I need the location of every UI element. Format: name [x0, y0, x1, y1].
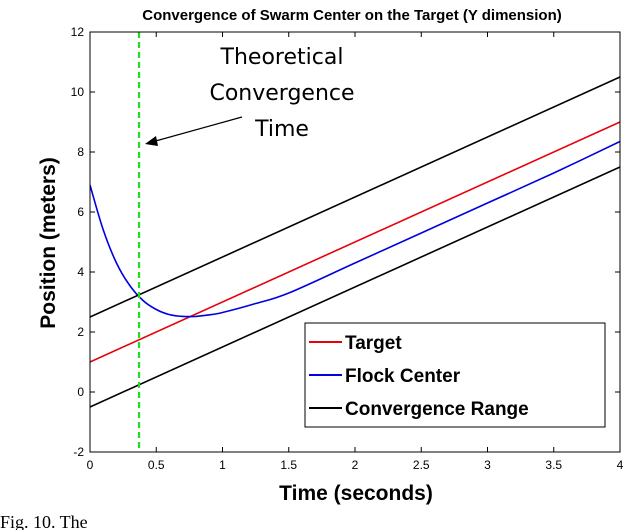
figure-caption: Fig. 10. The — [0, 512, 88, 530]
series-convergence-upper — [90, 76, 620, 318]
legend-label-flock-center: Flock Center — [345, 366, 461, 387]
y-axis-label: Position (meters) — [37, 157, 60, 329]
series-target — [90, 121, 620, 363]
legend: Target Flock Center Convergence Range — [304, 322, 606, 428]
annotation-line-2: Convergence — [209, 81, 354, 106]
chart-title: Convergence of Swarm Center on the Targe… — [142, 7, 562, 24]
annotation-arrowhead — [145, 136, 158, 146]
x-axis-ticks: 0 0.5 1 1.5 2 2.5 3 3.5 4 — [87, 32, 624, 472]
x-tick-label: 0.5 — [148, 458, 165, 472]
annotation: Theoretical Convergence Time — [145, 45, 355, 146]
y-tick-label: 6 — [77, 205, 84, 219]
x-tick-label: 0 — [87, 458, 94, 472]
x-tick-label: 1 — [219, 458, 226, 472]
x-tick-label: 3 — [484, 458, 491, 472]
x-tick-label: 1.5 — [280, 458, 297, 472]
y-tick-label: 2 — [77, 325, 84, 339]
x-tick-label: 2 — [352, 458, 359, 472]
x-tick-label: 3.5 — [545, 458, 562, 472]
x-axis-label: Time (seconds) — [279, 482, 433, 505]
legend-label-convergence-range: Convergence Range — [345, 399, 529, 420]
y-axis-ticks: -2 0 2 4 6 8 10 12 — [71, 25, 620, 459]
series-flock-center — [90, 140, 620, 318]
annotation-line-3: Time — [254, 117, 309, 142]
annotation-arrow — [151, 116, 243, 143]
y-tick-label: 8 — [77, 145, 84, 159]
y-tick-label: 4 — [77, 265, 84, 279]
y-tick-label: 0 — [77, 385, 84, 399]
x-tick-label: 2.5 — [413, 458, 430, 472]
legend-box — [304, 322, 606, 428]
y-tick-label: 10 — [71, 85, 85, 99]
y-tick-label: -2 — [73, 445, 84, 459]
x-tick-label: 4 — [617, 458, 624, 472]
y-tick-label: 12 — [71, 25, 85, 39]
series-convergence-lower — [90, 166, 620, 408]
legend-label-target: Target — [345, 333, 402, 354]
annotation-line-1: Theoretical — [220, 45, 344, 70]
